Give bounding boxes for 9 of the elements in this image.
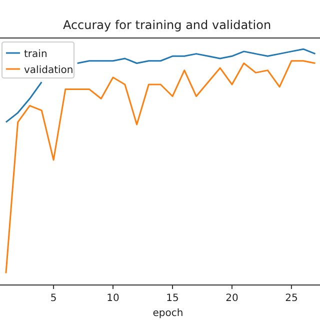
x-tick-label: 25 bbox=[285, 293, 298, 304]
x-tick-label: 5 bbox=[50, 293, 57, 304]
chart-title: Accuray for training and validation bbox=[62, 18, 272, 32]
x-tick-label: 15 bbox=[166, 293, 179, 304]
legend-label: validation bbox=[24, 65, 74, 76]
x-axis-title: epoch bbox=[152, 308, 184, 319]
legend-label: train bbox=[24, 49, 48, 60]
x-tick-label: 10 bbox=[106, 293, 120, 304]
x-tick-label: 20 bbox=[226, 293, 238, 304]
